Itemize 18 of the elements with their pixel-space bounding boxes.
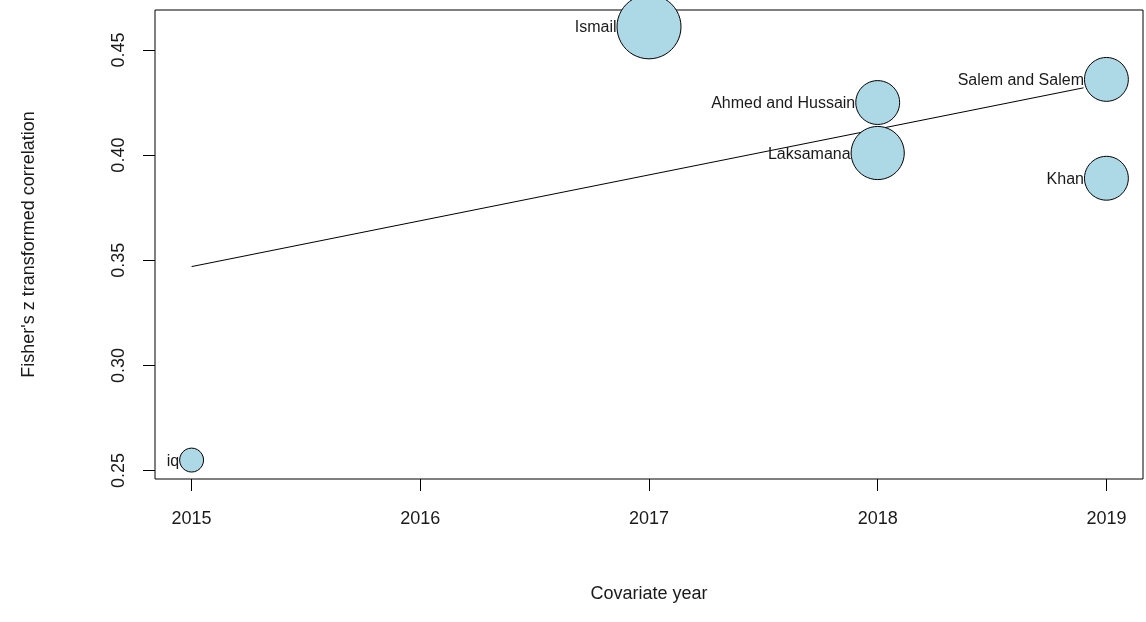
annotation: Ismail — [574, 18, 617, 36]
annotation: Salem and Salem — [957, 70, 1084, 88]
y-tick-label: 0.25 — [108, 453, 128, 489]
x-tick-label: 2019 — [1086, 508, 1127, 528]
x-tick-label: 2016 — [400, 508, 441, 528]
y-tick-label: 0.40 — [108, 137, 128, 173]
annotation: Ahmed and Hussain — [711, 94, 856, 112]
x-tick-label: 2015 — [171, 508, 212, 528]
x-tick-label: 2017 — [628, 508, 670, 528]
y-tick-label: 0.45 — [108, 32, 128, 68]
y-axis-title: Fisher's z transformed correlation — [18, 111, 38, 378]
y-tick-label: 0.35 — [108, 242, 128, 278]
y-tick-label: 0.30 — [108, 347, 128, 383]
x-tick-label: 2018 — [857, 508, 898, 528]
annotation: Khan — [1046, 169, 1084, 187]
annotation: Laksamana — [767, 144, 851, 162]
x-axis-title: Covariate year — [590, 583, 708, 603]
annotation: iq — [166, 451, 180, 469]
